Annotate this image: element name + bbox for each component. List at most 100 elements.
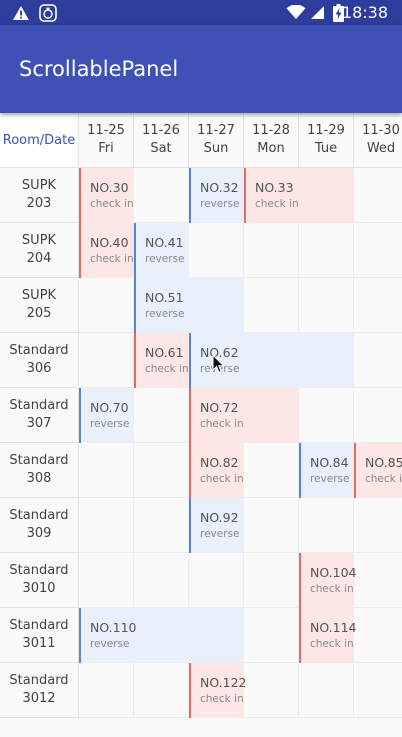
room-type: Standard [9, 618, 69, 633]
grid-cell[interactable] [244, 443, 299, 498]
grid-cell[interactable] [134, 553, 189, 608]
booking-number: NO.85 [365, 455, 402, 470]
grid-cell[interactable] [354, 278, 402, 333]
grid-cell[interactable] [244, 498, 299, 553]
grid-cell[interactable] [79, 278, 134, 333]
room-number: 3010 [22, 581, 56, 596]
booking-status: check in [255, 198, 299, 210]
booking-no104[interactable]: NO.104 check in [299, 553, 357, 608]
grid-cell[interactable] [354, 608, 402, 663]
grid-cell[interactable] [354, 498, 402, 553]
grid-cell[interactable] [134, 443, 189, 498]
booking-no41[interactable]: NO.41 reverse [134, 223, 189, 278]
date-label: 11-27 [197, 123, 235, 138]
grid-cell[interactable] [244, 663, 299, 718]
grid-cell[interactable] [134, 498, 189, 553]
booking-status: reverse [145, 308, 185, 320]
booking-no82[interactable]: NO.82 check in [189, 443, 244, 498]
room-header-3010: Standard 3010 [0, 553, 79, 608]
date-label: 11-30 [362, 123, 400, 138]
app-title: ScrollablePanel [19, 57, 179, 81]
weekday-label: Mon [257, 141, 285, 156]
booking-status: reverse [145, 253, 185, 265]
date-label: 11-26 [142, 123, 180, 138]
booking-number: NO.84 [310, 455, 349, 470]
booking-no40[interactable]: NO.40 check in [79, 223, 134, 278]
booking-status: reverse [200, 198, 240, 210]
grid-cell[interactable] [189, 223, 244, 278]
booking-no85[interactable]: NO.85 check in [354, 443, 402, 498]
grid-cell[interactable] [79, 663, 134, 718]
room-header-205: SUPK 205 [0, 278, 79, 333]
booking-number: NO.40 [90, 235, 129, 250]
booking-status: reverse [90, 638, 130, 650]
grid-cell[interactable] [354, 553, 402, 608]
app-bar: ScrollablePanel [0, 25, 402, 113]
notification-app-icon [38, 0, 58, 25]
battery-charging-icon [331, 0, 345, 25]
booking-no72[interactable]: NO.72 check in [189, 388, 299, 443]
grid-cell[interactable] [299, 223, 354, 278]
booking-status: reverse [200, 528, 240, 540]
grid-cell[interactable] [134, 663, 189, 718]
weekday-label: Tue [314, 141, 338, 156]
booking-status: check in [200, 418, 244, 430]
weekday-label: Wed [366, 141, 396, 156]
room-header-204: SUPK 204 [0, 223, 79, 278]
booking-no70[interactable]: NO.70 reverse [79, 388, 134, 443]
booking-number: NO.51 [145, 290, 184, 305]
date-header-row[interactable]: 11-25 Fri 11-26 Sat 11-27 Sun 11-28 Mon 11-29 Tue… [79, 113, 402, 168]
booking-status: check in [145, 363, 189, 375]
grid-cell[interactable] [79, 333, 134, 388]
booking-no114[interactable]: NO.114 check in [299, 608, 357, 663]
corner-header: Room/Date [0, 113, 79, 168]
date-label: 11-25 [87, 123, 125, 138]
grid-cell[interactable] [354, 223, 402, 278]
grid-cell[interactable] [79, 443, 134, 498]
booking-no32[interactable]: NO.32 reverse [189, 168, 244, 223]
grid-cell[interactable] [299, 498, 354, 553]
grid-cell[interactable] [189, 553, 244, 608]
booking-status: check in [310, 638, 354, 650]
room-type: SUPK [21, 288, 57, 303]
booking-number: NO.82 [200, 455, 239, 470]
grid-cell[interactable] [354, 333, 402, 388]
booking-no51[interactable]: NO.51 reverse [134, 278, 244, 333]
booking-no84[interactable]: NO.84 reverse [299, 443, 354, 498]
booking-status: check in [200, 473, 244, 485]
grid-cell[interactable] [79, 498, 134, 553]
booking-grid[interactable]: NO.30 check in NO.32 reverse NO.33 check in NO… [79, 168, 402, 737]
room-type: Standard [9, 453, 69, 468]
grid-cell[interactable] [299, 278, 354, 333]
scrollable-panel[interactable]: NO.30 check in NO.32 reverse NO.33 check in NO… [0, 113, 402, 737]
booking-number: NO.61 [145, 345, 184, 360]
grid-cell[interactable] [354, 168, 402, 223]
room-number: 308 [26, 471, 52, 486]
booking-no122[interactable]: NO.122 check in [189, 663, 247, 718]
grid-cell[interactable] [134, 388, 189, 443]
room-header-306: Standard 306 [0, 333, 79, 388]
wifi-icon [285, 0, 307, 25]
booking-no33[interactable]: NO.33 check in [244, 168, 354, 223]
grid-cell[interactable] [244, 608, 299, 663]
grid-cell[interactable] [134, 168, 189, 223]
grid-cell[interactable] [354, 663, 402, 718]
booking-number: NO.114 [310, 620, 357, 635]
grid-cell[interactable] [244, 223, 299, 278]
booking-no110[interactable]: NO.110 reverse [79, 608, 244, 663]
booking-no92[interactable]: NO.92 reverse [189, 498, 244, 553]
room-header-307: Standard 307 [0, 388, 79, 443]
grid-cell[interactable] [299, 388, 354, 443]
grid-cell[interactable] [244, 553, 299, 608]
room-number: 309 [26, 526, 52, 541]
grid-cell[interactable] [299, 663, 354, 718]
grid-cell[interactable] [244, 278, 299, 333]
date-header-11-29: 11-29 Tue [299, 113, 354, 168]
booking-no30[interactable]: NO.30 check in [79, 168, 134, 223]
grid-cell[interactable] [79, 553, 134, 608]
date-label: 11-29 [307, 123, 345, 138]
grid-cell[interactable] [354, 388, 402, 443]
booking-no61[interactable]: NO.61 check in [134, 333, 189, 388]
booking-status: check in [90, 198, 134, 210]
room-type: Standard [9, 508, 69, 523]
